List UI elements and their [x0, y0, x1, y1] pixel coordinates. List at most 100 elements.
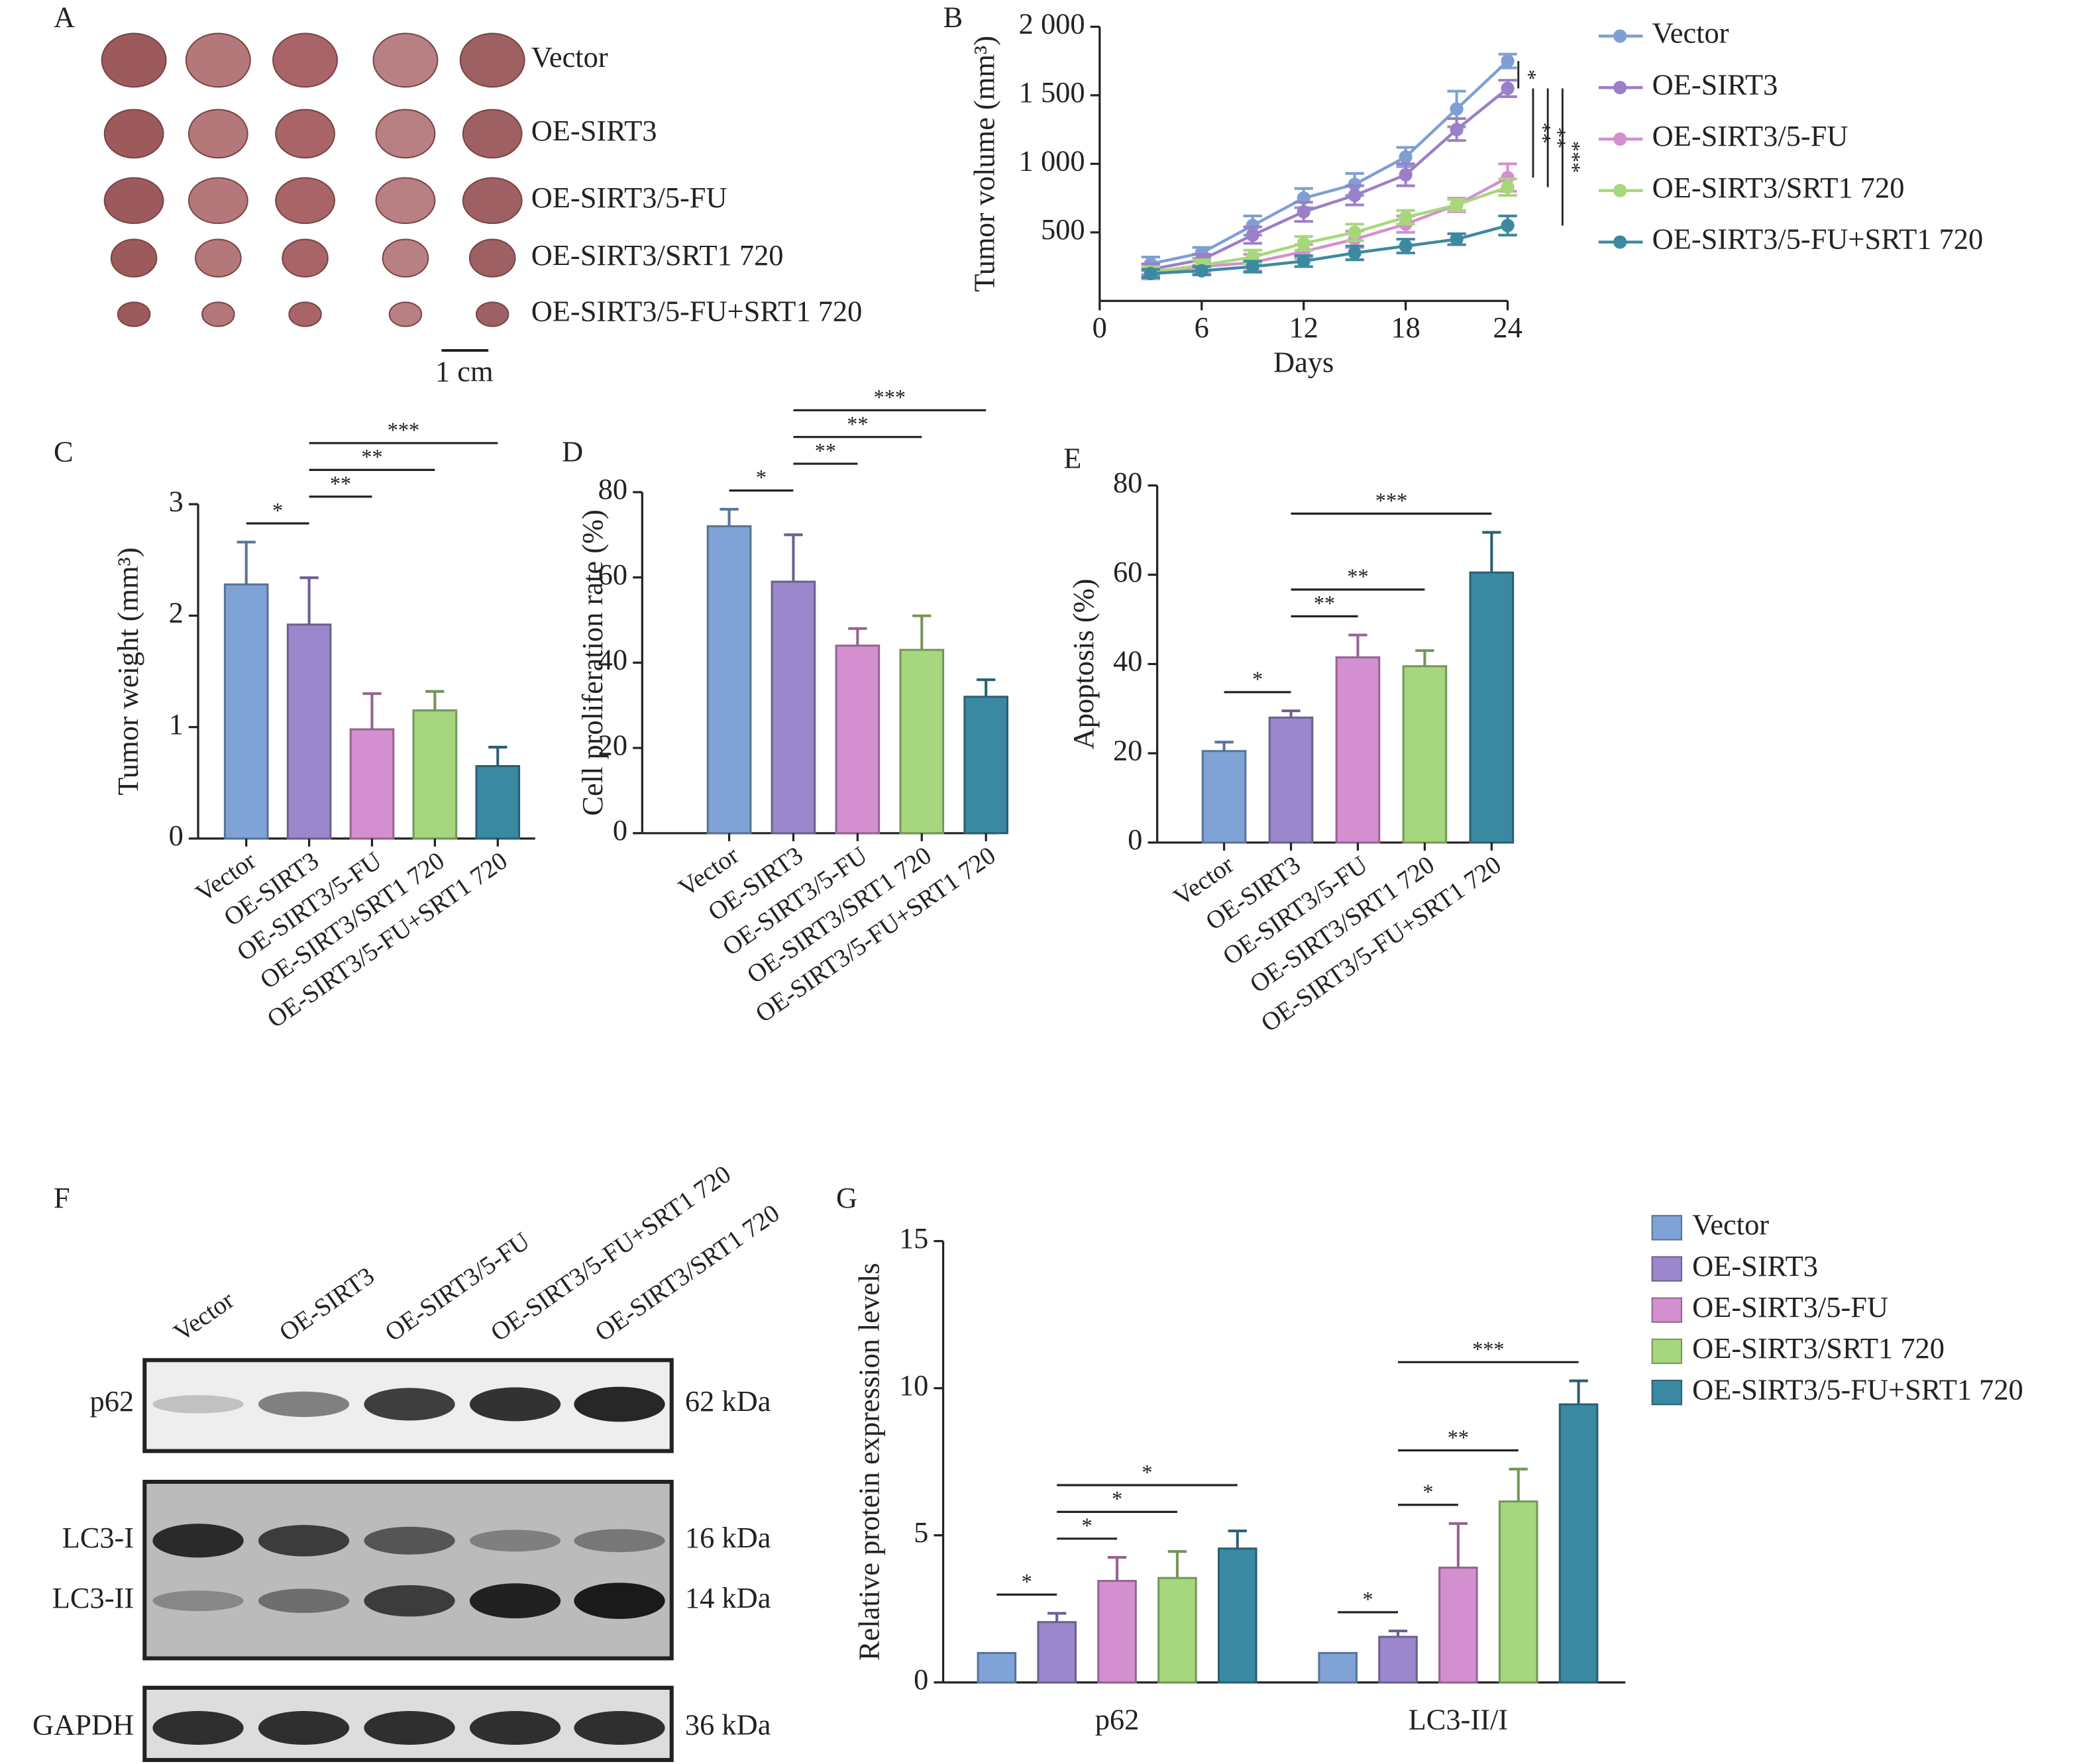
- comparison-label: *: [1022, 1569, 1032, 1593]
- tumor: [382, 238, 429, 278]
- y-tick-label: 0: [169, 819, 184, 852]
- y-tick-label: 1 500: [1019, 76, 1085, 109]
- legend-label: OE-SIRT3: [1652, 68, 1778, 101]
- y-axis-label: Tumor weight (mm³): [111, 547, 144, 795]
- row-label: OE-SIRT3/5-FU+SRT1 720: [531, 295, 863, 328]
- point: [1501, 219, 1515, 233]
- tumor: [103, 177, 164, 225]
- y-tick-label: 40: [598, 643, 627, 676]
- band: [574, 1529, 665, 1553]
- legend-marker: [1613, 183, 1627, 197]
- point: [1501, 170, 1515, 185]
- panel-label: B: [943, 0, 963, 33]
- point: [1399, 239, 1413, 253]
- tumor: [462, 177, 523, 225]
- comparison-label: ***: [388, 418, 419, 442]
- band-size: 62 kDa: [685, 1384, 771, 1418]
- tumor: [288, 301, 322, 327]
- band: [364, 1526, 455, 1555]
- bar: [1335, 656, 1381, 844]
- point: [1297, 205, 1311, 219]
- band: [258, 1525, 350, 1557]
- x-tick-label: p62: [1095, 1703, 1140, 1736]
- tumor: [375, 109, 436, 159]
- bar: [349, 728, 395, 840]
- band: [574, 1710, 665, 1745]
- point: [1501, 81, 1515, 95]
- legend-label: Vector: [1652, 17, 1729, 50]
- bar: [1402, 665, 1448, 844]
- bar: [1097, 1580, 1137, 1684]
- legend-marker: [1613, 29, 1627, 43]
- legend-swatch: [1651, 1297, 1683, 1323]
- point: [1501, 180, 1515, 194]
- x-tick-label: 24: [1493, 311, 1522, 344]
- y-tick-label: 500: [1041, 213, 1085, 246]
- point: [1348, 246, 1362, 260]
- legend-swatch: [1651, 1256, 1683, 1282]
- comparison-label: *: [1112, 1487, 1122, 1511]
- x-tick-label: 6: [1195, 311, 1209, 344]
- y-tick-label: 15: [899, 1221, 928, 1255]
- series-line: [1150, 87, 1509, 271]
- tumor: [282, 238, 329, 278]
- bar: [1318, 1651, 1358, 1684]
- band-size: 16 kDa: [685, 1521, 771, 1554]
- band: [364, 1710, 455, 1745]
- band: [469, 1583, 561, 1619]
- bar: [1438, 1567, 1478, 1684]
- comparison-label: *: [1142, 1460, 1152, 1484]
- tumor: [194, 238, 242, 278]
- bar: [223, 583, 269, 840]
- panel-label: A: [54, 0, 75, 33]
- comparison-label: *: [1517, 70, 1540, 80]
- comparison-label: *: [1422, 1480, 1433, 1504]
- point: [1501, 54, 1515, 68]
- comparison-label: **: [1314, 592, 1335, 615]
- band-size: 14 kDa: [685, 1581, 771, 1614]
- legend-label: OE-SIRT3/5-FU+SRT1 720: [1652, 223, 1984, 256]
- x-tick-label: 0: [1093, 311, 1107, 344]
- bar: [1037, 1621, 1077, 1684]
- comparison-label: **: [1546, 127, 1570, 148]
- tumor: [468, 238, 516, 278]
- comparison-label: **: [330, 472, 351, 495]
- band: [152, 1590, 244, 1612]
- tumor: [117, 301, 151, 327]
- bar: [899, 649, 945, 835]
- bar: [963, 696, 1009, 835]
- band-label: p62: [90, 1384, 134, 1418]
- tumor: [475, 301, 509, 327]
- legend-label: OE-SIRT3/5-FU+SRT1 720: [1692, 1373, 2023, 1406]
- bar: [412, 709, 458, 840]
- band: [258, 1391, 350, 1418]
- band-label: LC3-I: [62, 1521, 134, 1554]
- tumor: [388, 301, 423, 327]
- y-tick-label: 40: [1113, 645, 1142, 678]
- comparison-label: **: [361, 445, 382, 469]
- bar: [977, 1651, 1017, 1684]
- bar: [286, 623, 332, 840]
- band: [152, 1524, 244, 1558]
- point: [1450, 123, 1464, 136]
- point: [1399, 210, 1413, 225]
- x-axis-label: Days: [1273, 345, 1334, 378]
- y-tick-label: 0: [914, 1663, 928, 1696]
- scale-bar-label: 1 cm: [435, 354, 494, 388]
- tumor: [275, 177, 335, 225]
- y-tick-label: 0: [613, 813, 627, 847]
- bar: [706, 525, 752, 835]
- tumor: [110, 238, 158, 278]
- band: [258, 1710, 350, 1745]
- legend-label: OE-SIRT3/5-FU: [1692, 1290, 1888, 1323]
- point: [1399, 150, 1413, 164]
- band: [469, 1387, 561, 1422]
- y-tick-label: 1 000: [1019, 144, 1085, 178]
- tumor: [372, 32, 439, 88]
- point: [1246, 228, 1259, 242]
- point: [1450, 198, 1464, 212]
- comparison-label: *: [1363, 1587, 1373, 1611]
- tumor: [459, 32, 525, 88]
- band: [469, 1530, 561, 1552]
